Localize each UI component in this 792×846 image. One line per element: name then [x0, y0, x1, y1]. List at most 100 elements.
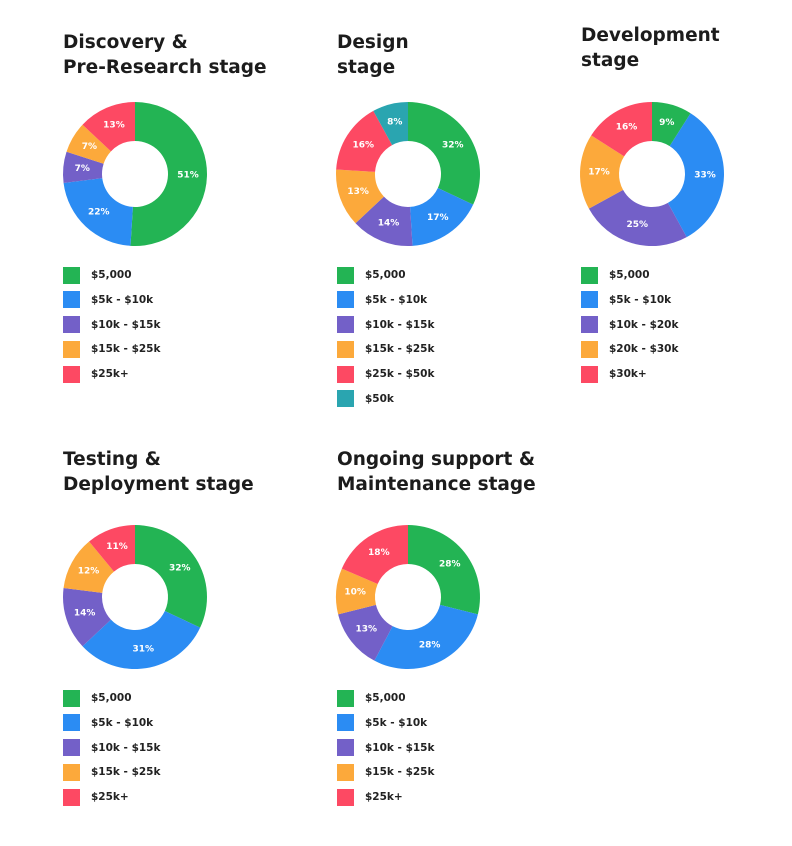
legend-swatch — [63, 340, 80, 358]
legend-item: $15k - $25k — [63, 763, 160, 781]
legend-label: $15k - $25k — [91, 766, 161, 779]
slice-percent-label: 14% — [74, 608, 96, 618]
legend-label: $25k+ — [365, 791, 403, 804]
donut-slice — [374, 604, 478, 669]
legend-item: $10k - $15k — [337, 316, 434, 334]
discovery-legend: $5,000 $5k - $10k $10k - $15k $15k - $25k $2… — [63, 266, 160, 390]
legend-label: $10k - $15k — [91, 741, 161, 754]
legend-swatch — [581, 316, 598, 334]
design-donut: 32% 17% 14% 13% 16% 8% — [336, 102, 480, 246]
donut-slice — [135, 525, 208, 628]
legend-swatch — [581, 340, 598, 358]
legend-label: $10k - $15k — [365, 318, 435, 331]
chart-title-line: Pre-Research stage — [63, 57, 267, 78]
chart-title-line: stage — [581, 50, 640, 71]
legend-swatch — [337, 689, 354, 707]
development-legend: $5,000 $5k - $10k $10k - $20k $20k - $30k $3… — [581, 266, 678, 390]
legend-swatch — [63, 739, 80, 757]
slice-percent-label: 10% — [344, 588, 366, 598]
legend-swatch — [337, 291, 354, 309]
donut-slice — [66, 124, 111, 164]
legend-item: $10k - $15k — [63, 316, 160, 334]
legend-item: $5k - $10k — [63, 291, 160, 309]
donut-slice — [336, 568, 378, 615]
development-chart-title: Development stage — [581, 23, 720, 73]
slice-percent-label: 13% — [103, 120, 125, 130]
donut-slice — [130, 102, 208, 247]
legend-label: $25k+ — [91, 791, 129, 804]
legend-label: $10k - $15k — [365, 741, 435, 754]
legend-swatch — [337, 266, 354, 284]
slice-percent-label: 25% — [626, 220, 648, 230]
slice-percent-label: 12% — [78, 566, 100, 576]
chart-title-line: Maintenance stage — [337, 474, 536, 495]
development-donut: 9% 33% 25% 17% 16% — [580, 102, 724, 247]
donut-slice — [336, 169, 384, 224]
slice-percent-label: 13% — [355, 625, 377, 635]
slice-percent-label: 8% — [387, 118, 402, 128]
testing-donut: 32% 31% 14% 12% 11% — [63, 525, 208, 669]
legend-item: $15k - $25k — [63, 340, 160, 358]
legend-item: $15k - $25k — [337, 763, 434, 781]
legend-swatch — [63, 689, 80, 707]
legend-label: $20k - $30k — [609, 343, 679, 356]
legend-swatch — [337, 365, 354, 383]
legend-item: $10k - $15k — [63, 739, 160, 757]
chart-title-line: Discovery & — [63, 32, 188, 53]
slice-percent-label: 33% — [694, 171, 716, 181]
slice-percent-label: 9% — [659, 118, 674, 128]
slice-percent-label: 7% — [75, 164, 90, 174]
slice-percent-label: 18% — [368, 548, 390, 558]
legend-item: $5,000 — [337, 266, 434, 284]
legend-item: $5,000 — [63, 689, 160, 707]
slice-percent-label: 17% — [588, 167, 610, 177]
legend-label: $5,000 — [91, 269, 132, 281]
legend-label: $5k - $10k — [365, 293, 428, 306]
legend-swatch — [63, 365, 80, 383]
legend-swatch — [337, 739, 354, 757]
chart-title-line: Development — [581, 25, 720, 46]
legend-label: $10k - $20k — [609, 318, 679, 331]
legend-label: $5,000 — [91, 692, 132, 704]
donut-slice — [408, 102, 480, 205]
legend-swatch — [63, 266, 80, 284]
legend-item: $5k - $10k — [337, 291, 434, 309]
chart-title-line: stage — [337, 57, 396, 78]
legend-label: $5,000 — [609, 269, 650, 281]
slice-percent-label: 32% — [442, 141, 464, 151]
legend-swatch — [337, 714, 354, 732]
slice-percent-label: 16% — [616, 123, 638, 133]
legend-swatch — [581, 291, 598, 309]
design-chart-title: Design stage — [337, 30, 409, 80]
legend-swatch — [63, 316, 80, 334]
legend-swatch — [337, 390, 354, 408]
legend-label: $5k - $10k — [365, 716, 428, 729]
donut-slice — [338, 604, 393, 661]
slice-percent-label: 32% — [169, 564, 191, 574]
legend-item: $15k - $25k — [337, 340, 434, 358]
legend-label: $10k - $15k — [91, 318, 161, 331]
legend-label: $5,000 — [365, 692, 406, 704]
donut-slice — [408, 525, 480, 615]
legend-label: $15k - $25k — [365, 343, 435, 356]
legend-item: $5k - $10k — [63, 714, 160, 732]
legend-swatch — [581, 365, 598, 383]
donut-slice — [652, 102, 691, 147]
chart-title-line: Ongoing support & — [337, 449, 535, 470]
legend-swatch — [337, 788, 354, 806]
legend-swatch — [63, 788, 80, 806]
donut-slice — [341, 525, 408, 585]
legend-item: $20k - $30k — [581, 340, 678, 358]
slice-percent-label: 16% — [352, 141, 374, 151]
donut-slice — [588, 189, 687, 247]
legend-label: $15k - $25k — [91, 343, 161, 356]
legend-label: $5k - $10k — [91, 293, 154, 306]
donut-slice — [63, 151, 104, 184]
slice-percent-label: 14% — [378, 218, 400, 228]
donut-slice — [63, 541, 114, 593]
ongoing-support-legend: $5,000 $5k - $10k $10k - $15k $15k - $25k $2… — [337, 689, 434, 813]
slice-percent-label: 7% — [82, 142, 97, 152]
donut-slice — [89, 525, 135, 572]
donut-slice — [336, 110, 393, 172]
donut-slice — [410, 188, 474, 246]
